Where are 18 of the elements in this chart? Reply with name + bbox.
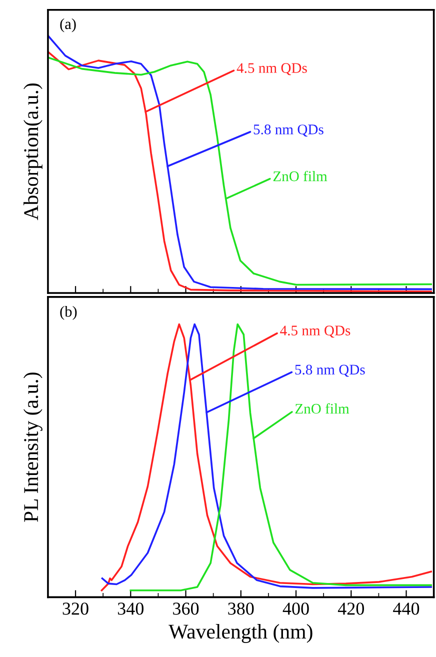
text: 4.5 nm QDs [280, 326, 350, 338]
x-tick-label: 440 [393, 602, 420, 615]
chart-title: (b) [60, 306, 77, 320]
y-axis-title: Absorption(a.u.) [24, 84, 42, 220]
text: 5.8 nm QDs [254, 124, 324, 137]
y-axis-title: PL Intensity (a.u.) [23, 372, 42, 522]
x-tick-label: 340 [118, 602, 144, 615]
text: ZnO film [273, 170, 328, 182]
x-tick-label: 400 [282, 602, 309, 615]
x-tick-label: 360 [173, 602, 199, 615]
text: 4.5 nm QDs [236, 63, 307, 76]
text: ZnO film [295, 403, 350, 414]
x-axis-title: Wavelength (nm) [168, 624, 312, 643]
x-tick-label: 320 [62, 602, 88, 615]
text: 5.8 nm QDs [295, 364, 365, 377]
x-tick-label: 420 [338, 602, 364, 615]
x-tick-label: 380 [228, 602, 254, 615]
chart-title: (a) [60, 18, 76, 32]
